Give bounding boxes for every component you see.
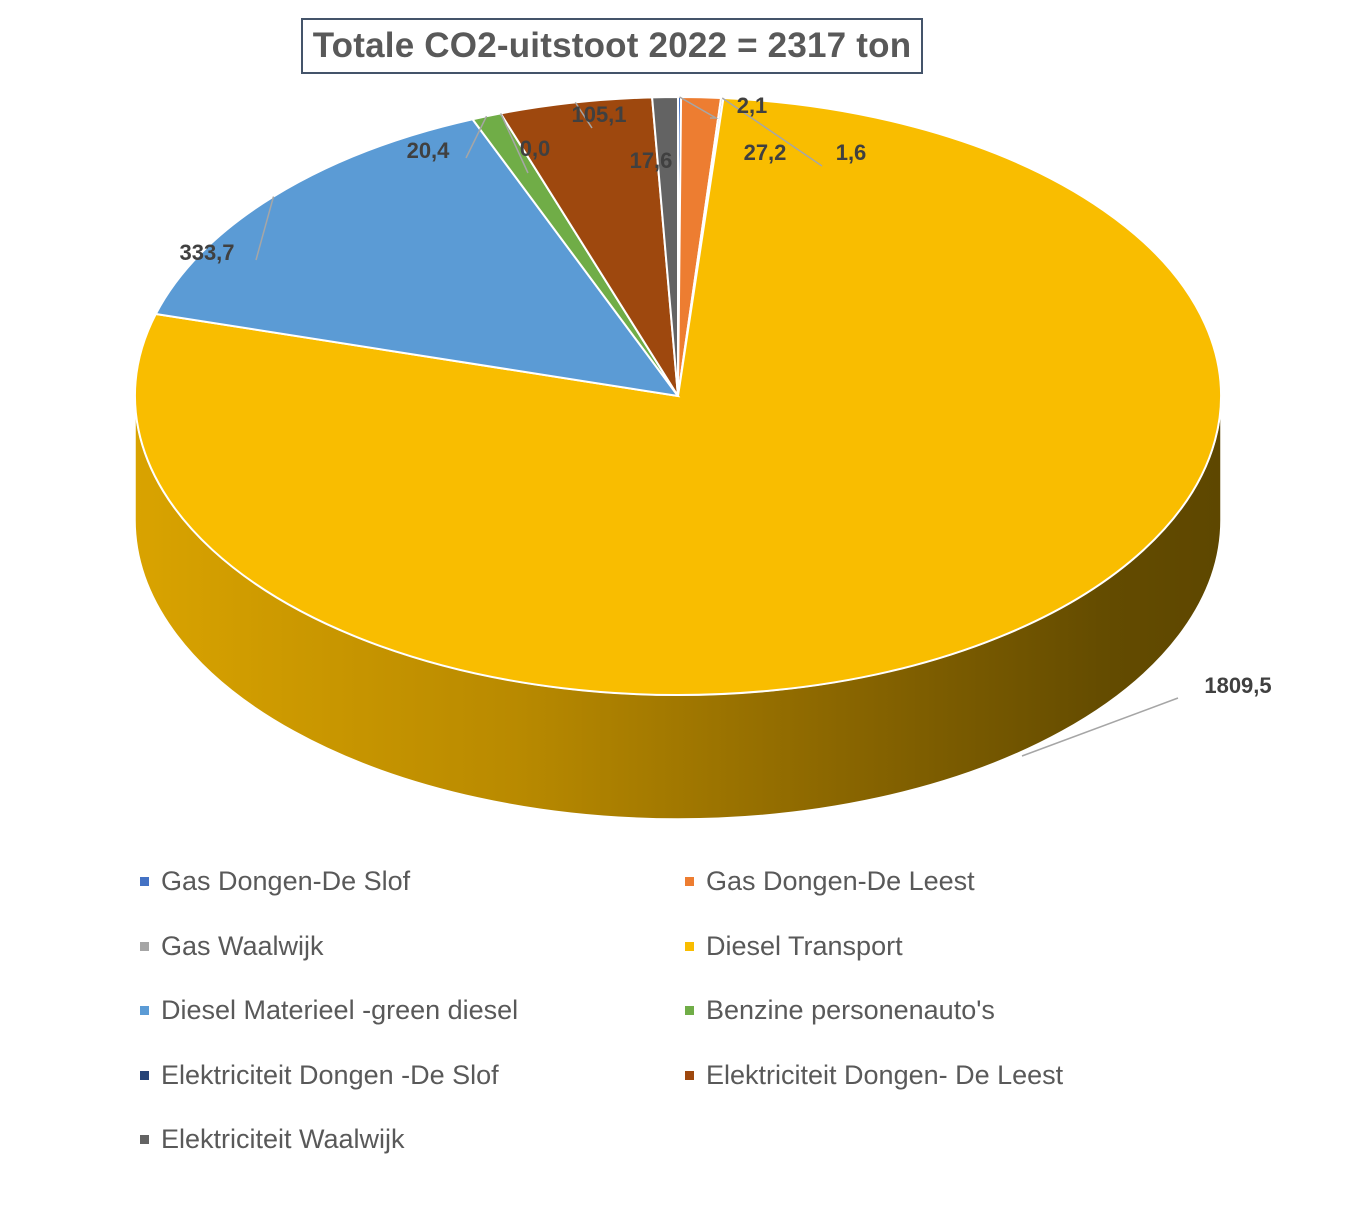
chart-title: Totale CO2-uitstoot 2022 = 2317 ton <box>312 26 912 65</box>
legend-item-elektriciteit-dongen-de-slof: Elektriciteit Dongen -De Slof <box>140 1060 499 1091</box>
legend-swatch <box>685 877 694 886</box>
pie-slices <box>134 95 1222 696</box>
data-label-elektriciteit-waalwijk: 17,6 <box>630 148 673 173</box>
leader-elektriciteit-dongen-de-slof <box>499 113 529 174</box>
legend-label: Elektriciteit Dongen -De Slof <box>161 1059 499 1090</box>
legend-item-diesel-transport: Diesel Transport <box>685 931 903 962</box>
legend-swatch <box>140 1006 149 1015</box>
legend-swatch <box>685 1006 694 1015</box>
data-label-gas-waalwijk: 1,6 <box>836 140 867 165</box>
data-label-elektriciteit-dongen-de-leest: 105,1 <box>571 102 626 127</box>
legend-swatch <box>685 1070 694 1080</box>
legend-label: Gas Dongen-De Slof <box>161 866 411 896</box>
legend-swatch <box>140 1070 149 1080</box>
data-label-elektriciteit-dongen-de-slof: 0,0 <box>520 136 551 161</box>
legend-swatch <box>140 941 149 951</box>
legend-item-gas-dongen-de-slof: Gas Dongen-De Slof <box>140 866 410 897</box>
leader-gas-waalwijk <box>721 97 823 167</box>
legend-label: Benzine personenauto's <box>706 995 995 1025</box>
data-label-gas-dongen-de-leest: 27,2 <box>744 140 787 165</box>
legend-item-elektriciteit-dongen-de-leest: Elektriciteit Dongen- De Leest <box>685 1060 1063 1091</box>
legend-swatch <box>140 877 149 886</box>
leader-diesel-materieel-green-diesel <box>255 196 275 261</box>
leader-elektriciteit-dongen-de-leest <box>574 101 593 129</box>
legend-label: Diesel Materieel -green diesel <box>161 995 519 1025</box>
legend-label: Elektriciteit Dongen- De Leest <box>706 1059 1064 1090</box>
leader-gas-dongen-de-slof <box>679 96 719 119</box>
legend-label: Gas Waalwijk <box>161 930 324 961</box>
legend-swatch <box>685 941 694 951</box>
data-labels: 2,1 27,2 1,6 1809,5 333,7 20,4 0,0 105,117,6 <box>179 93 1271 698</box>
legend-item-benzine-personenauto-s: Benzine personenauto's <box>685 995 995 1026</box>
legend-item-gas-waalwijk: Gas Waalwijk <box>140 931 324 962</box>
legend-label: Gas Dongen-De Leest <box>706 866 975 896</box>
data-label-gas-dongen-de-slof: 2,1 <box>737 93 768 118</box>
legend-item-elektriciteit-waalwijk: Elektriciteit Waalwijk <box>140 1124 405 1155</box>
data-label-benzine-personenauto-s: 20,4 <box>407 138 451 163</box>
legend-label: Diesel Transport <box>706 930 903 961</box>
data-label-diesel-materieel-green-diesel: 333,7 <box>179 240 234 265</box>
legend-item-diesel-materieel-green-diesel: Diesel Materieel -green diesel <box>140 995 518 1026</box>
data-label-diesel-transport: 1809,5 <box>1204 673 1271 698</box>
slice-elektriciteit-waalwijk <box>651 95 679 397</box>
legend-swatch <box>140 1135 149 1144</box>
legend-label: Elektriciteit Waalwijk <box>161 1124 405 1154</box>
chart-title-box: Totale CO2-uitstoot 2022 = 2317 ton <box>301 18 923 74</box>
legend-item-gas-dongen-de-leest: Gas Dongen-De Leest <box>685 866 975 897</box>
leader-benzine-personenauto-s <box>465 115 488 159</box>
leader-lines <box>255 96 1179 757</box>
leader-diesel-transport <box>1021 697 1179 757</box>
